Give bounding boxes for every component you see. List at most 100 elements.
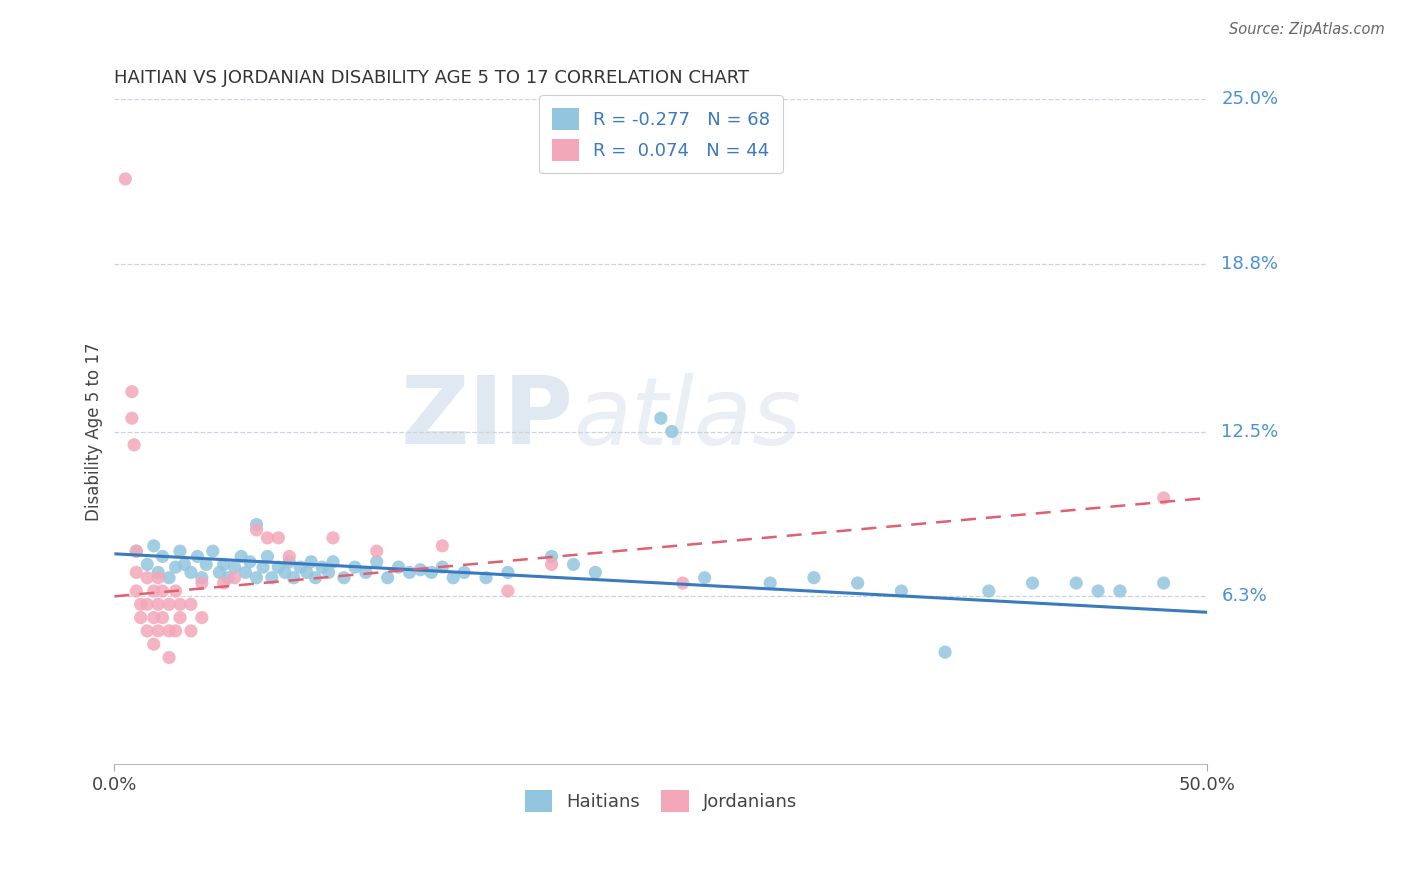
- Point: [256, 549, 278, 564]
- Y-axis label: Disability Age 5 to 17: Disability Age 5 to 17: [86, 343, 103, 521]
- Point: [333, 571, 356, 585]
- Point: [290, 560, 312, 574]
- Point: [136, 624, 159, 638]
- Point: [146, 566, 169, 580]
- Point: [1109, 584, 1132, 599]
- Point: [121, 384, 143, 399]
- Point: [453, 566, 475, 580]
- Point: [377, 571, 399, 585]
- Point: [299, 555, 322, 569]
- Point: [934, 645, 956, 659]
- Point: [496, 584, 519, 599]
- Point: [142, 539, 165, 553]
- Point: [409, 563, 432, 577]
- Point: [846, 576, 869, 591]
- Text: atlas: atlas: [574, 373, 801, 464]
- Point: [441, 571, 464, 585]
- Point: [191, 576, 214, 591]
- Point: [146, 571, 169, 585]
- Point: [114, 172, 136, 186]
- Point: [142, 610, 165, 624]
- Point: [245, 523, 267, 537]
- Point: [239, 555, 262, 569]
- Point: [169, 610, 191, 624]
- Point: [540, 549, 562, 564]
- Point: [129, 610, 152, 624]
- Point: [977, 584, 1000, 599]
- Point: [157, 597, 180, 611]
- Point: [157, 571, 180, 585]
- Point: [136, 571, 159, 585]
- Point: [173, 558, 195, 572]
- Point: [212, 576, 235, 591]
- Point: [121, 411, 143, 425]
- Point: [562, 558, 585, 572]
- Point: [169, 597, 191, 611]
- Point: [169, 544, 191, 558]
- Point: [245, 571, 267, 585]
- Point: [165, 624, 187, 638]
- Point: [224, 560, 246, 574]
- Point: [208, 566, 231, 580]
- Point: [157, 650, 180, 665]
- Point: [318, 566, 340, 580]
- Point: [366, 544, 388, 558]
- Point: [650, 411, 672, 425]
- Point: [1153, 491, 1175, 505]
- Point: [191, 571, 214, 585]
- Point: [311, 560, 333, 574]
- Point: [387, 560, 409, 574]
- Point: [212, 558, 235, 572]
- Point: [583, 566, 606, 580]
- Point: [267, 531, 290, 545]
- Point: [122, 438, 145, 452]
- Point: [252, 560, 274, 574]
- Point: [475, 571, 498, 585]
- Point: [366, 555, 388, 569]
- Point: [295, 566, 318, 580]
- Point: [142, 584, 165, 599]
- Point: [693, 571, 716, 585]
- Point: [195, 558, 218, 572]
- Point: [661, 425, 683, 439]
- Point: [146, 597, 169, 611]
- Text: HAITIAN VS JORDANIAN DISABILITY AGE 5 TO 17 CORRELATION CHART: HAITIAN VS JORDANIAN DISABILITY AGE 5 TO…: [114, 69, 749, 87]
- Point: [180, 566, 202, 580]
- Point: [191, 610, 214, 624]
- Point: [496, 566, 519, 580]
- Point: [231, 549, 253, 564]
- Point: [186, 549, 208, 564]
- Text: Source: ZipAtlas.com: Source: ZipAtlas.com: [1229, 22, 1385, 37]
- Point: [274, 566, 297, 580]
- Point: [157, 624, 180, 638]
- Point: [803, 571, 825, 585]
- Point: [890, 584, 912, 599]
- Text: 6.3%: 6.3%: [1222, 587, 1267, 606]
- Point: [432, 539, 454, 553]
- Point: [245, 517, 267, 532]
- Text: 12.5%: 12.5%: [1222, 423, 1278, 441]
- Text: ZIP: ZIP: [401, 372, 574, 464]
- Point: [1087, 584, 1109, 599]
- Point: [260, 571, 283, 585]
- Point: [759, 576, 782, 591]
- Point: [235, 566, 257, 580]
- Point: [256, 531, 278, 545]
- Point: [180, 597, 202, 611]
- Point: [283, 571, 305, 585]
- Point: [322, 531, 344, 545]
- Point: [1064, 576, 1087, 591]
- Point: [267, 560, 290, 574]
- Point: [129, 597, 152, 611]
- Point: [278, 555, 301, 569]
- Point: [152, 584, 174, 599]
- Point: [1153, 576, 1175, 591]
- Point: [672, 576, 695, 591]
- Point: [142, 637, 165, 651]
- Point: [224, 571, 246, 585]
- Point: [1021, 576, 1043, 591]
- Point: [201, 544, 224, 558]
- Point: [165, 584, 187, 599]
- Point: [354, 566, 377, 580]
- Point: [432, 560, 454, 574]
